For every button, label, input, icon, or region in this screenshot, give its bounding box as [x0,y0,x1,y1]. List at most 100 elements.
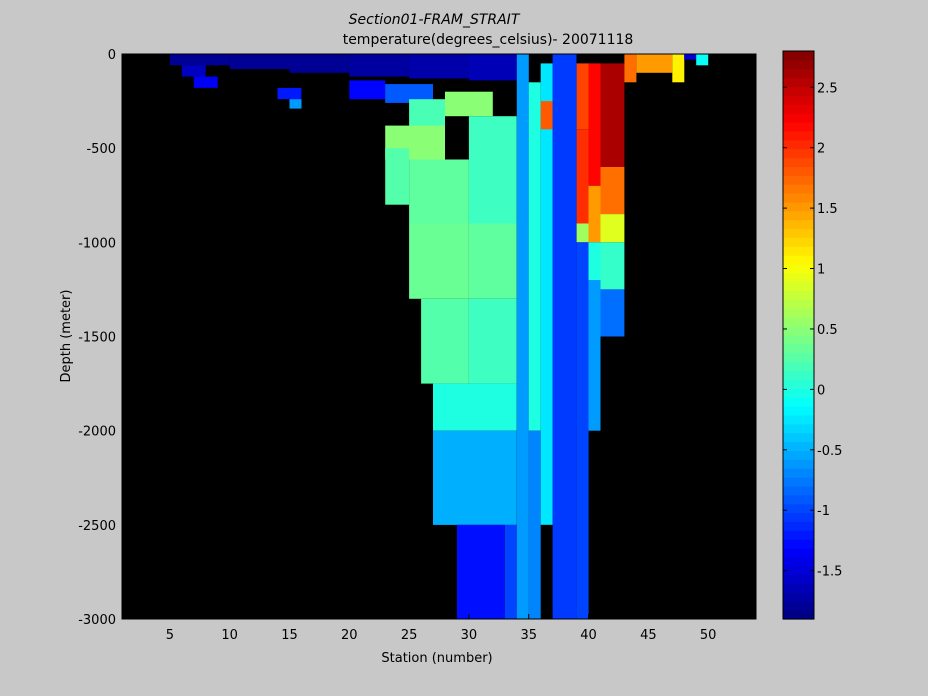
heatmap-cell [468,223,517,299]
heatmap-cell [468,54,517,81]
colorbar-swatch [783,95,814,105]
y-tick-label: -500 [86,142,116,157]
colorbar-swatch [783,592,814,602]
heatmap-cell [193,76,218,88]
y-tick-label: -1500 [78,331,116,346]
colorbar-swatch [783,343,814,354]
colorbar-tick-label: 2 [817,142,825,157]
colorbar-swatch [783,548,814,558]
colorbar-swatch [783,441,814,451]
colorbar-swatch [783,130,814,141]
heatmap-cell [576,129,589,224]
heatmap-cell [409,223,469,299]
heatmap-cell [600,214,625,243]
colorbar-swatch [783,68,814,79]
colorbar-tick-label: -0.5 [817,444,842,459]
x-tick-label: 40 [580,628,597,643]
colorbar-swatch [783,432,814,443]
x-axis-label: Station (number) [381,651,492,666]
heatmap-cell [624,54,637,83]
colorbar-tick-label: 1.5 [817,202,838,217]
x-tick-label: 20 [341,628,358,643]
colorbar [783,51,814,620]
colorbar-tick-label: 2.5 [817,81,838,96]
heatmap-cell [409,54,469,79]
colorbar-swatch [783,450,814,460]
colorbar-tick-label: 0 [817,383,825,398]
x-tick-label: 10 [221,628,238,643]
colorbar-swatch [783,530,814,540]
colorbar-swatch [783,459,814,469]
colorbar-swatch [783,113,814,123]
colorbar-swatch [783,237,814,247]
heatmap-cell [385,148,410,205]
colorbar-swatch [783,485,814,496]
y-tick-label: -2500 [78,519,116,534]
heatmap-cell [289,54,350,73]
heatmap-cell [456,524,505,619]
heatmap-cell [672,54,685,83]
colorbar-swatch [783,601,814,611]
colorbar-frame [782,50,815,620]
colorbar-tick-label: 0.5 [817,323,838,338]
heatmap-cell [576,63,589,130]
heatmap-cell [696,54,709,66]
colorbar-swatch [783,317,814,327]
colorbar-swatch [783,335,814,345]
x-tick-label: 45 [640,628,657,643]
colorbar-swatch [783,157,814,167]
heatmap-cell [277,87,302,100]
heatmap-cell [684,54,697,60]
colorbar-swatch [783,166,814,176]
heatmap-cell [468,298,517,384]
heatmap-cells [169,54,709,620]
colorbar-swatch [783,494,814,505]
y-tick-label: -1000 [78,236,116,251]
colorbar-swatch [783,503,814,514]
x-tick-label: 25 [401,628,418,643]
colorbar-swatch [783,193,814,203]
colorbar-swatch [783,565,814,576]
colorbar-swatch [783,379,814,389]
heatmap-cell [588,185,601,243]
heatmap-cell [421,298,469,384]
colorbar-swatch [783,272,814,283]
colorbar-swatch [783,264,814,274]
heatmap-cell [528,82,541,431]
colorbar-swatch [783,370,814,380]
heatmap-cell [385,84,433,103]
heatmap-cell [433,383,517,431]
colorbar-swatch [783,210,814,221]
heatmap-cell [349,54,410,77]
colorbar-ticks: 2.5 2 1.5 1 0.5 0 -0.5 -1 -1.5 [783,81,842,580]
colorbar-swatch [783,326,814,336]
colorbar-swatch [783,574,814,585]
colorbar-swatch [783,512,814,522]
colorbar-swatch [783,201,814,212]
colorbar-swatch [783,228,814,238]
y-axis-label: Depth (meter) [59,290,74,383]
colorbar-swatch [783,468,814,478]
heatmap-cell [576,223,589,243]
heatmap-cell [433,430,517,525]
heatmap-cell [588,242,601,280]
heatmap-cell [468,116,517,224]
colorbar-swatch [783,59,814,70]
colorbar-swatch [783,414,814,425]
heatmap-cell [540,63,553,525]
heatmap-cell [409,99,445,130]
colorbar-swatch [783,246,814,256]
x-tick-label: 5 [166,628,174,643]
heatmap-cell [588,280,601,431]
colorbar-swatch [783,139,814,150]
x-tick-label: 15 [281,628,298,643]
colorbar-swatch [783,556,814,567]
colorbar-tick-label: -1 [817,504,830,519]
chart-title: Section01-FRAM_STRAIT [349,12,521,28]
colorbar-swatch [783,521,814,531]
y-tick-label: -3000 [78,613,116,628]
colorbar-swatch [783,388,814,398]
heatmap-cell [349,80,386,100]
colorbar-swatch [783,175,814,185]
